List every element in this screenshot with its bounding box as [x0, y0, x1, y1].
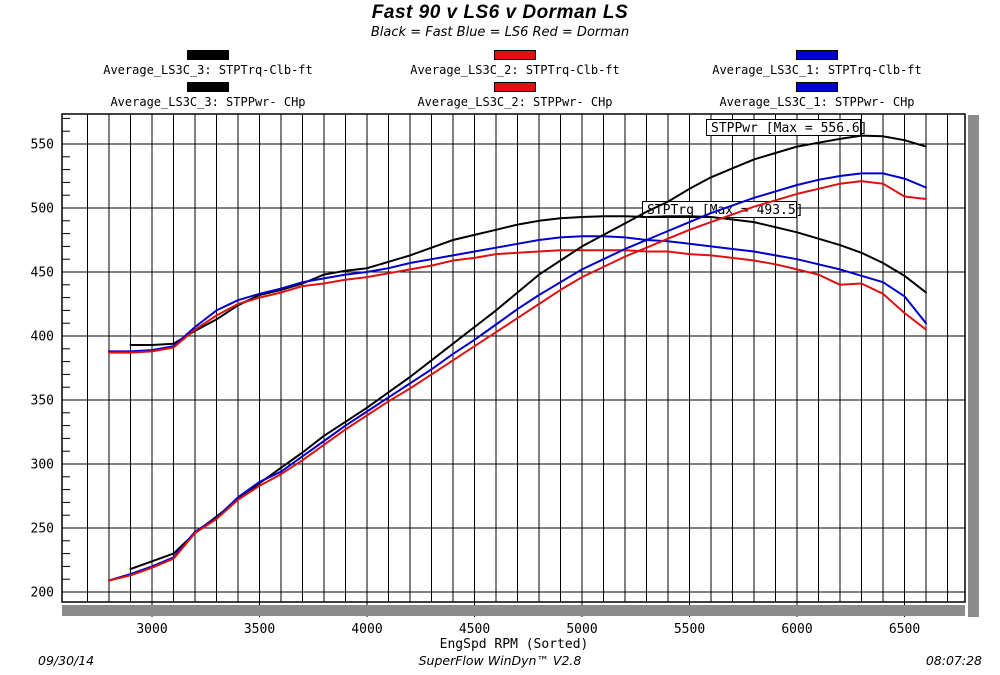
- x-tick-label: 4500: [459, 622, 490, 637]
- x-tick-label: 3000: [136, 622, 167, 637]
- legend-swatch-torque-black: [187, 50, 229, 60]
- x-tick-label: 5500: [674, 622, 705, 637]
- y-scrollbar[interactable]: [968, 115, 979, 617]
- curve-average-ls3c-1-stppwr-chp: [108, 172, 927, 582]
- curve-average-ls3c-3-stptrq-clb-ft: [129, 215, 927, 346]
- y-tick-label: 400: [31, 330, 54, 345]
- legend-swatch-torque-red: [494, 50, 536, 60]
- x-tick-label: 4000: [351, 622, 382, 637]
- y-tick-label: 350: [31, 394, 54, 409]
- plot-gridlines: [62, 114, 965, 602]
- curve-average-ls3c-2-stppwr-chp: [108, 180, 927, 582]
- y-tick-label: 450: [31, 266, 54, 281]
- y-tick-label: 550: [31, 138, 54, 153]
- stptrq-max-annotation: STPTrq [Max = 493.5]: [647, 203, 804, 218]
- x-tick-label: 6000: [781, 622, 812, 637]
- x-tick-label: 5000: [566, 622, 597, 637]
- x-tick-label: 6500: [889, 622, 920, 637]
- legend-label-power-black: Average_LS3C_3: STPPwr- CHp: [110, 95, 306, 109]
- y-tick-label: 250: [31, 522, 54, 537]
- x-tick-label: 3500: [244, 622, 275, 637]
- footer-app-version: SuperFlow WinDyn™ V2.8: [418, 653, 582, 668]
- curve-average-ls3c-1-stptrq-clb-ft: [108, 235, 927, 353]
- legend-swatch-power-black: [187, 82, 229, 92]
- plot-annotations: STPPwr [Max = 556.6] STPTrq [Max = 493.5…: [642, 119, 868, 218]
- footer-date: 09/30/14: [38, 653, 95, 668]
- page-title: Fast 90 v LS6 v Dorman LS: [371, 2, 629, 23]
- legend-label-power-blue: Average_LS3C_1: STPPwr- CHp: [719, 95, 915, 109]
- footer-time: 08:07:28: [925, 653, 982, 668]
- curve-average-ls3c-2-stptrq-clb-ft: [108, 249, 927, 354]
- legend-column-dorman: Average_LS3C_2: STPTrq-Clb-ft Average_LS…: [395, 50, 635, 114]
- stppwr-max-annotation-box: [706, 119, 861, 136]
- legend-column-ls6: Average_LS3C_1: STPTrq-Clb-ft Average_LS…: [697, 50, 937, 114]
- y-tick-label: 200: [31, 586, 54, 601]
- y-tick-label: 500: [31, 202, 54, 217]
- plot-frame: [61, 113, 966, 617]
- curve-average-ls3c-3-stppwr-chp: [129, 134, 927, 570]
- x-scrollbar[interactable]: [62, 605, 965, 616]
- page-subtitle: Black = Fast Blue = LS6 Red = Dorman: [370, 25, 630, 40]
- legend-label-power-red: Average_LS3C_2: STPPwr- CHp: [417, 95, 613, 109]
- legend-swatch-torque-blue: [796, 50, 838, 60]
- x-axis-title: EngSpd RPM (Sorted): [440, 637, 589, 652]
- y-tick-label: 300: [31, 458, 54, 473]
- legend-swatch-power-red: [494, 82, 536, 92]
- legend-column-fast: Average_LS3C_3: STPTrq-Clb-ft Average_LS…: [88, 50, 328, 114]
- axis-tick-labels: 200 250 300 350 400 450 500 550 3000 3500 4000 4500…: [31, 138, 921, 638]
- legend-label-torque-blue: Average_LS3C_1: STPTrq-Clb-ft: [712, 63, 922, 77]
- legend-swatch-power-blue: [796, 82, 838, 92]
- plot-curves: [108, 134, 927, 582]
- stppwr-max-annotation: STPPwr [Max = 556.6]: [711, 121, 868, 136]
- legend-label-torque-red: Average_LS3C_2: STPTrq-Clb-ft: [410, 63, 620, 77]
- legend-label-torque-black: Average_LS3C_3: STPTrq-Clb-ft: [103, 63, 313, 77]
